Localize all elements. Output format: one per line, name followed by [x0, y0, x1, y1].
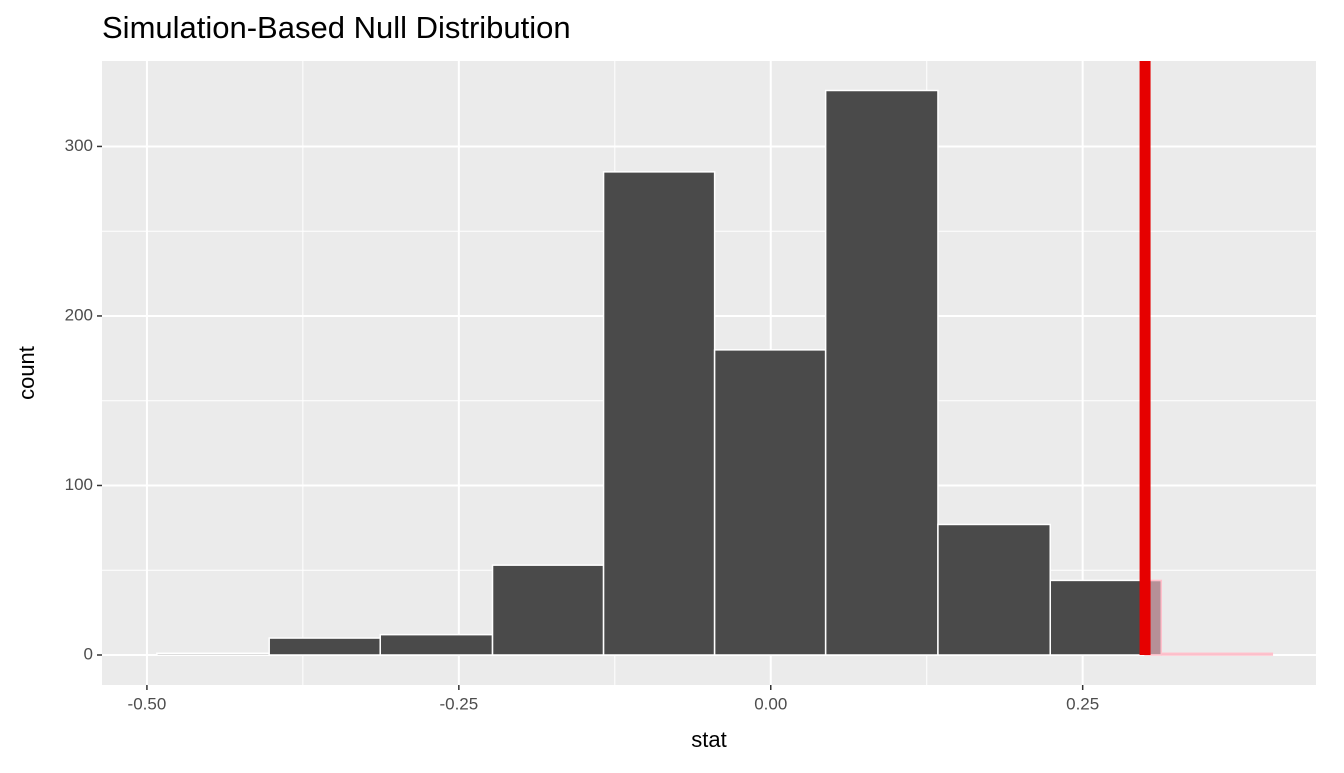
- bar: [602, 171, 716, 656]
- x-tick-label: 0.25: [1066, 694, 1099, 713]
- x-tick-label: -0.25: [439, 694, 478, 713]
- y-tick-label: 100: [65, 475, 93, 494]
- y-axis-label: count: [14, 346, 39, 400]
- bar: [937, 523, 1051, 656]
- chart-title: Simulation-Based Null Distribution: [102, 10, 571, 45]
- bar: [713, 349, 827, 656]
- x-tick-label: 0.00: [754, 694, 787, 713]
- bar: [268, 637, 381, 656]
- shaded-bar: [1160, 652, 1274, 656]
- x-axis-label: stat: [691, 727, 726, 752]
- y-tick-label: 0: [84, 644, 93, 663]
- bar: [379, 633, 494, 656]
- bar: [156, 652, 270, 656]
- y-tick-label: 200: [65, 305, 93, 324]
- bar: [491, 564, 605, 656]
- bar: [824, 89, 939, 656]
- y-tick-label: 300: [65, 136, 93, 155]
- x-tick-label: -0.50: [128, 694, 167, 713]
